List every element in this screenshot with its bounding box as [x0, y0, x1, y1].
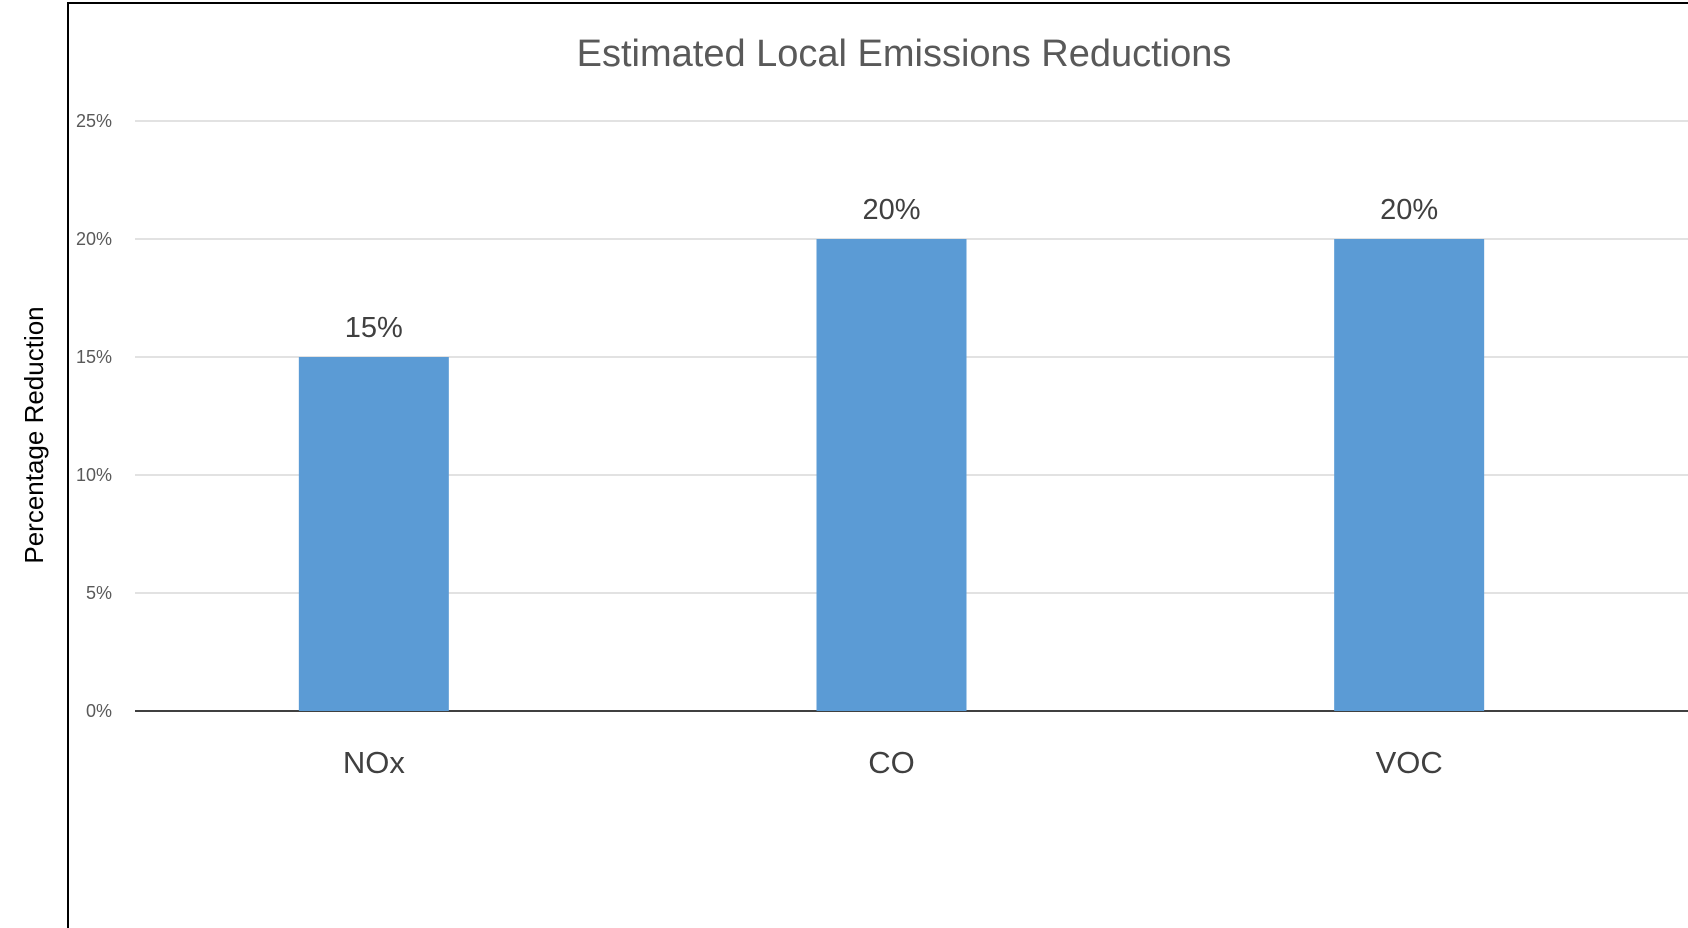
x-tick-label: NOx: [343, 745, 406, 780]
bar-nox: [298, 357, 449, 711]
y-tick-label: 5%: [86, 583, 112, 603]
y-tick-label: 10%: [76, 465, 112, 485]
y-axis-title: Percentage Reduction: [19, 306, 49, 563]
bar-co: [816, 239, 967, 711]
bars: [298, 239, 1485, 711]
y-tick-label: 25%: [76, 111, 112, 131]
data-label: 20%: [1380, 194, 1438, 226]
bar-voc: [1334, 239, 1485, 711]
data-label: 15%: [345, 312, 403, 344]
x-tick-label: CO: [868, 745, 915, 780]
y-tick-label: 20%: [76, 229, 112, 249]
y-tick-label: 0%: [86, 701, 112, 721]
labels: 0% 5% 10% 15% 20% 25% 15% NOx 20% CO 20% VOC: [76, 111, 1443, 780]
chart-title: Estimated Local Emissions Reductions: [577, 33, 1232, 75]
x-tick-label: VOC: [1376, 745, 1443, 780]
data-label: 20%: [862, 194, 920, 226]
chart-frame: [67, 2, 1688, 928]
y-tick-label: 15%: [76, 347, 112, 367]
